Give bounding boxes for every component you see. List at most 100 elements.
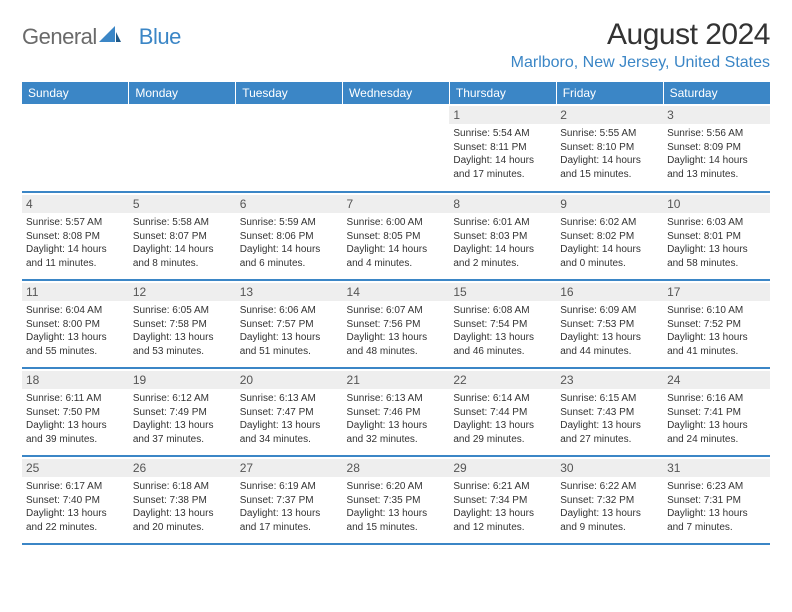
day-number: 24 [663,371,770,389]
day-sun-info: Sunrise: 5:59 AMSunset: 8:06 PMDaylight:… [240,216,339,270]
day-sun-info: Sunrise: 5:55 AMSunset: 8:10 PMDaylight:… [560,127,659,181]
calendar-day-cell: 5 Sunrise: 5:58 AMSunset: 8:07 PMDaylight… [129,192,236,280]
day-sun-info: Sunrise: 5:57 AMSunset: 8:08 PMDaylight:… [26,216,125,270]
month-title: August 2024 [511,18,770,52]
calendar-day-cell: 7 Sunrise: 6:00 AMSunset: 8:05 PMDaylight… [343,192,450,280]
brand-logo: General Blue [22,18,181,50]
day-sun-info: Sunrise: 5:58 AMSunset: 8:07 PMDaylight:… [133,216,232,270]
weekday-header: Friday [556,82,663,104]
day-number: 6 [236,195,343,213]
day-number: 1 [449,106,556,124]
day-sun-info: Sunrise: 6:06 AMSunset: 7:57 PMDaylight:… [240,304,339,358]
day-number: 2 [556,106,663,124]
day-sun-info: Sunrise: 6:08 AMSunset: 7:54 PMDaylight:… [453,304,552,358]
calendar-day-cell: 10 Sunrise: 6:03 AMSunset: 8:01 PMDayligh… [663,192,770,280]
day-number: 23 [556,371,663,389]
day-sun-info: Sunrise: 6:21 AMSunset: 7:34 PMDaylight:… [453,480,552,534]
day-number: 8 [449,195,556,213]
calendar-day-cell [22,104,129,192]
day-number: 4 [22,195,129,213]
calendar-week-row: 18Sunrise: 6:11 AMSunset: 7:50 PMDayligh… [22,368,770,456]
calendar-day-cell: 22Sunrise: 6:14 AMSunset: 7:44 PMDayligh… [449,368,556,456]
day-sun-info: Sunrise: 6:04 AMSunset: 8:00 PMDaylight:… [26,304,125,358]
calendar-page: General Blue August 2024 Marlboro, New J… [0,0,792,555]
day-sun-info: Sunrise: 6:00 AMSunset: 8:05 PMDaylight:… [347,216,446,270]
day-sun-info: Sunrise: 6:19 AMSunset: 7:37 PMDaylight:… [240,480,339,534]
calendar-day-cell: 1Sunrise: 5:54 AMSunset: 8:11 PMDaylight… [449,104,556,192]
day-number: 27 [236,459,343,477]
brand-part2: Blue [139,24,181,50]
day-sun-info: Sunrise: 6:11 AMSunset: 7:50 PMDaylight:… [26,392,125,446]
day-number: 16 [556,283,663,301]
day-number: 21 [343,371,450,389]
day-number: 11 [22,283,129,301]
day-number: 5 [129,195,236,213]
calendar-day-cell: 21 Sunrise: 6:13 AMSunset: 7:46 PMDayligh… [343,368,450,456]
day-sun-info: Sunrise: 6:07 AMSunset: 7:56 PMDaylight:… [347,304,446,358]
day-number: 28 [343,459,450,477]
day-number: 29 [449,459,556,477]
calendar-body: 1Sunrise: 5:54 AMSunset: 8:11 PMDaylight… [22,104,770,544]
calendar-week-row: 4 Sunrise: 5:57 AMSunset: 8:08 PMDaylight… [22,192,770,280]
calendar-day-cell: 15Sunrise: 6:08 AMSunset: 7:54 PMDayligh… [449,280,556,368]
weekday-header: Tuesday [236,82,343,104]
calendar-day-cell: 25 Sunrise: 6:17 AMSunset: 7:40 PMDayligh… [22,456,129,544]
title-block: August 2024 Marlboro, New Jersey, United… [511,18,770,72]
calendar-day-cell: 16 Sunrise: 6:09 AMSunset: 7:53 PMDayligh… [556,280,663,368]
calendar-day-cell: 24 Sunrise: 6:16 AMSunset: 7:41 PMDayligh… [663,368,770,456]
day-sun-info: Sunrise: 6:17 AMSunset: 7:40 PMDaylight:… [26,480,125,534]
calendar-week-row: 11 Sunrise: 6:04 AMSunset: 8:00 PMDayligh… [22,280,770,368]
brand-part1: General [22,24,97,50]
day-number: 25 [22,459,129,477]
day-number: 22 [449,371,556,389]
calendar-day-cell: 18Sunrise: 6:11 AMSunset: 7:50 PMDayligh… [22,368,129,456]
day-number: 19 [129,371,236,389]
calendar-day-cell [343,104,450,192]
day-number: 31 [663,459,770,477]
calendar-day-cell: 19Sunrise: 6:12 AMSunset: 7:49 PMDayligh… [129,368,236,456]
day-number: 26 [129,459,236,477]
day-number: 13 [236,283,343,301]
day-sun-info: Sunrise: 6:18 AMSunset: 7:38 PMDaylight:… [133,480,232,534]
calendar-day-cell [129,104,236,192]
weekday-header: Monday [129,82,236,104]
calendar-table: SundayMondayTuesdayWednesdayThursdayFrid… [22,82,770,545]
day-number: 7 [343,195,450,213]
weekday-header: Sunday [22,82,129,104]
calendar-day-cell: 31 Sunrise: 6:23 AMSunset: 7:31 PMDayligh… [663,456,770,544]
calendar-day-cell: 14Sunrise: 6:07 AMSunset: 7:56 PMDayligh… [343,280,450,368]
day-number: 30 [556,459,663,477]
day-sun-info: Sunrise: 6:15 AMSunset: 7:43 PMDaylight:… [560,392,659,446]
calendar-day-cell: 11 Sunrise: 6:04 AMSunset: 8:00 PMDayligh… [22,280,129,368]
day-number: 10 [663,195,770,213]
day-sun-info: Sunrise: 6:01 AMSunset: 8:03 PMDaylight:… [453,216,552,270]
calendar-day-cell: 12 Sunrise: 6:05 AMSunset: 7:58 PMDayligh… [129,280,236,368]
calendar-week-row: 25 Sunrise: 6:17 AMSunset: 7:40 PMDayligh… [22,456,770,544]
day-sun-info: Sunrise: 6:13 AMSunset: 7:47 PMDaylight:… [240,392,339,446]
day-sun-info: Sunrise: 6:16 AMSunset: 7:41 PMDaylight:… [667,392,766,446]
calendar-day-cell: 27 Sunrise: 6:19 AMSunset: 7:37 PMDayligh… [236,456,343,544]
day-number: 12 [129,283,236,301]
calendar-day-cell: 2 Sunrise: 5:55 AMSunset: 8:10 PMDaylight… [556,104,663,192]
calendar-day-cell: 9Sunrise: 6:02 AMSunset: 8:02 PMDaylight… [556,192,663,280]
page-header: General Blue August 2024 Marlboro, New J… [22,18,770,72]
day-number: 9 [556,195,663,213]
day-sun-info: Sunrise: 6:05 AMSunset: 7:58 PMDaylight:… [133,304,232,358]
weekday-header: Wednesday [343,82,450,104]
day-number: 17 [663,283,770,301]
day-sun-info: Sunrise: 6:10 AMSunset: 7:52 PMDaylight:… [667,304,766,358]
day-sun-info: Sunrise: 5:56 AMSunset: 8:09 PMDaylight:… [667,127,766,181]
brand-sail-icon [99,26,121,49]
weekday-header: Saturday [663,82,770,104]
calendar-day-cell: 6 Sunrise: 5:59 AMSunset: 8:06 PMDaylight… [236,192,343,280]
day-sun-info: Sunrise: 6:20 AMSunset: 7:35 PMDaylight:… [347,480,446,534]
day-sun-info: Sunrise: 6:13 AMSunset: 7:46 PMDaylight:… [347,392,446,446]
day-sun-info: Sunrise: 6:03 AMSunset: 8:01 PMDaylight:… [667,216,766,270]
day-sun-info: Sunrise: 6:09 AMSunset: 7:53 PMDaylight:… [560,304,659,358]
day-sun-info: Sunrise: 6:22 AMSunset: 7:32 PMDaylight:… [560,480,659,534]
calendar-day-cell: 23 Sunrise: 6:15 AMSunset: 7:43 PMDayligh… [556,368,663,456]
calendar-day-cell: 17 Sunrise: 6:10 AMSunset: 7:52 PMDayligh… [663,280,770,368]
day-number: 3 [663,106,770,124]
day-sun-info: Sunrise: 6:23 AMSunset: 7:31 PMDaylight:… [667,480,766,534]
weekday-header: Thursday [449,82,556,104]
